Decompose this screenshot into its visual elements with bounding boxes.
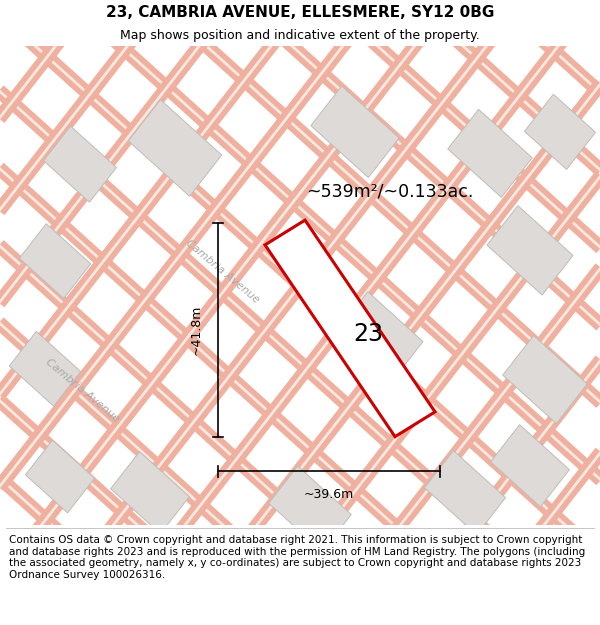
Polygon shape bbox=[337, 292, 423, 381]
Text: ~41.8m: ~41.8m bbox=[190, 305, 203, 355]
Polygon shape bbox=[9, 331, 81, 406]
Text: Cambria Avenue: Cambria Avenue bbox=[183, 238, 261, 306]
Polygon shape bbox=[128, 99, 222, 196]
Polygon shape bbox=[269, 466, 351, 552]
Text: ~539m²/~0.133ac.: ~539m²/~0.133ac. bbox=[307, 182, 473, 200]
Polygon shape bbox=[448, 109, 532, 198]
Polygon shape bbox=[25, 440, 95, 513]
Polygon shape bbox=[491, 424, 569, 507]
Polygon shape bbox=[424, 451, 506, 535]
Text: ~39.6m: ~39.6m bbox=[304, 488, 354, 501]
Polygon shape bbox=[110, 452, 190, 534]
Text: Map shows position and indicative extent of the property.: Map shows position and indicative extent… bbox=[120, 29, 480, 42]
Text: 23, CAMBRIA AVENUE, ELLESMERE, SY12 0BG: 23, CAMBRIA AVENUE, ELLESMERE, SY12 0BG bbox=[106, 5, 494, 20]
Polygon shape bbox=[487, 206, 573, 295]
Polygon shape bbox=[44, 126, 116, 202]
Polygon shape bbox=[524, 94, 596, 169]
Polygon shape bbox=[265, 220, 435, 437]
Text: Contains OS data © Crown copyright and database right 2021. This information is : Contains OS data © Crown copyright and d… bbox=[9, 535, 585, 580]
Polygon shape bbox=[19, 224, 91, 299]
Text: Cambria Avenue: Cambria Avenue bbox=[43, 357, 121, 424]
Polygon shape bbox=[503, 336, 587, 424]
Text: 23: 23 bbox=[353, 322, 383, 346]
Polygon shape bbox=[311, 86, 399, 178]
